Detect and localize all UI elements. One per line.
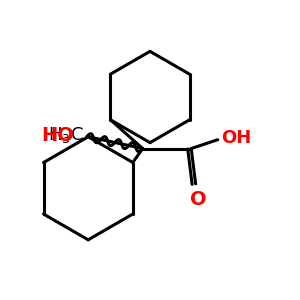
Text: HO: HO	[41, 126, 74, 145]
Text: O: O	[190, 190, 207, 209]
Text: H$_3$C: H$_3$C	[48, 125, 84, 145]
Text: OH: OH	[221, 129, 251, 147]
